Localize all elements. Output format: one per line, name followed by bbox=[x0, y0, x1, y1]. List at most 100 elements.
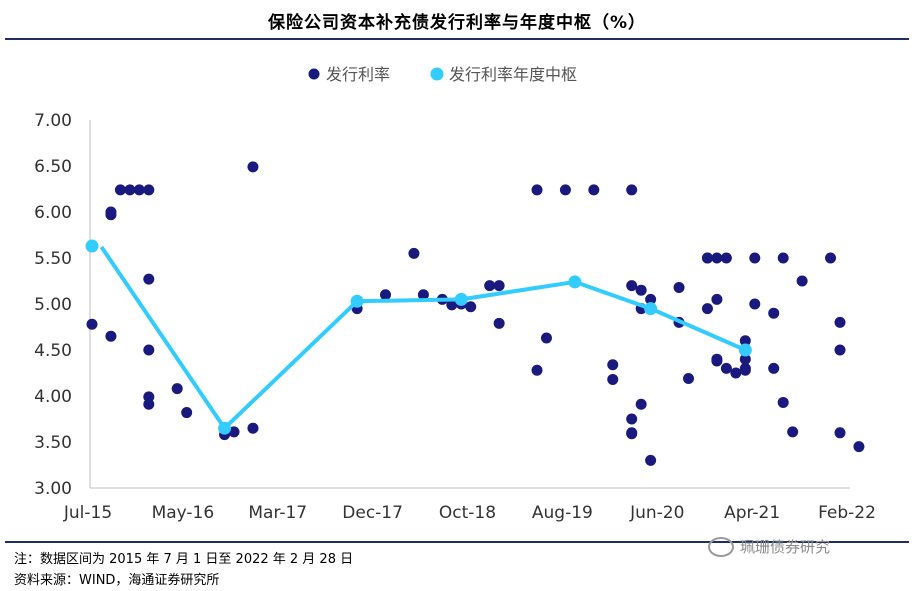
data-point bbox=[559, 184, 571, 196]
data-point bbox=[143, 344, 155, 356]
data-point bbox=[114, 184, 126, 196]
data-point bbox=[739, 353, 751, 365]
y-tick-label: 7.00 bbox=[34, 111, 72, 131]
y-tick-label: 5.50 bbox=[34, 249, 72, 269]
x-tick-label: Oct-18 bbox=[439, 503, 496, 523]
data-point bbox=[531, 184, 543, 196]
data-point bbox=[465, 301, 477, 313]
legend-label-median: 发行利率年度中枢 bbox=[449, 65, 577, 84]
data-point bbox=[720, 252, 732, 264]
data-point bbox=[588, 184, 600, 196]
bottom-rule bbox=[5, 541, 909, 543]
x-tick-label: Jul-15 bbox=[63, 503, 112, 523]
data-point bbox=[701, 252, 713, 264]
data-point bbox=[626, 413, 638, 425]
data-point bbox=[645, 454, 657, 466]
data-point bbox=[720, 362, 732, 374]
data-point bbox=[493, 317, 505, 329]
data-point bbox=[739, 335, 751, 347]
data-point bbox=[645, 293, 657, 305]
x-axis-ticks: Jul-15 May-16 Mar-17 Dec-17 Oct-18 Aug-19 Jun-… bbox=[63, 503, 876, 523]
median-line bbox=[99, 245, 747, 431]
data-point bbox=[105, 209, 117, 221]
x-tick-label: Apr-21 bbox=[724, 503, 780, 523]
data-point bbox=[607, 373, 619, 385]
legend: 发行利率 发行利率年度中枢 bbox=[308, 65, 577, 84]
x-tick-label: Mar-17 bbox=[248, 503, 307, 523]
data-point bbox=[626, 280, 638, 292]
data-point bbox=[86, 318, 98, 330]
data-point bbox=[834, 316, 846, 328]
data-point bbox=[777, 252, 789, 264]
median-point bbox=[454, 292, 468, 306]
data-point bbox=[749, 252, 761, 264]
data-point bbox=[540, 332, 552, 344]
data-point bbox=[124, 184, 136, 196]
data-point bbox=[247, 422, 259, 434]
median-point bbox=[85, 239, 99, 253]
data-point bbox=[635, 284, 647, 296]
data-point bbox=[749, 298, 761, 310]
median-point bbox=[218, 421, 232, 435]
data-point bbox=[853, 441, 865, 453]
median-point bbox=[568, 275, 582, 289]
data-point bbox=[683, 373, 695, 385]
data-point bbox=[626, 428, 638, 440]
data-point bbox=[143, 398, 155, 410]
data-point bbox=[133, 184, 145, 196]
wechat-icon bbox=[708, 536, 734, 557]
data-point bbox=[701, 303, 713, 315]
data-point bbox=[247, 161, 259, 173]
median-point bbox=[644, 302, 658, 316]
data-point bbox=[673, 281, 685, 293]
y-tick-label: 4.50 bbox=[34, 341, 72, 361]
y-tick-label: 3.50 bbox=[34, 433, 72, 453]
data-range-note: 注：数据区间为 2015 年 7 月 1 日至 2022 年 2 月 28 日 bbox=[14, 552, 354, 567]
data-point bbox=[730, 367, 742, 379]
data-point bbox=[768, 307, 780, 319]
x-tick-label: Dec-17 bbox=[342, 503, 403, 523]
median-series bbox=[85, 239, 752, 435]
data-point bbox=[626, 184, 638, 196]
data-point bbox=[711, 355, 723, 367]
y-axis-ticks: 3.00 3.50 4.00 4.50 5.00 5.50 6.00 6.50 7.00 bbox=[34, 111, 72, 499]
legend-marker-issuance bbox=[308, 68, 320, 80]
median-point bbox=[738, 343, 752, 357]
top-rule bbox=[5, 38, 909, 40]
y-tick-label: 6.00 bbox=[34, 203, 72, 223]
y-tick-label: 3.00 bbox=[34, 479, 72, 499]
scatter-points bbox=[86, 161, 865, 466]
legend-marker-median bbox=[430, 67, 444, 81]
data-point bbox=[380, 289, 392, 301]
x-tick-label: Aug-19 bbox=[532, 503, 593, 523]
data-point bbox=[408, 247, 420, 259]
y-tick-label: 5.00 bbox=[34, 295, 72, 315]
data-point bbox=[446, 299, 458, 311]
data-point bbox=[143, 273, 155, 285]
data-point bbox=[228, 426, 240, 438]
legend-label-issuance: 发行利率 bbox=[326, 65, 390, 84]
data-point bbox=[834, 427, 846, 439]
source-note: 资料来源：WIND，海通证券研究所 bbox=[14, 573, 220, 588]
data-point bbox=[484, 280, 496, 292]
data-point bbox=[796, 275, 808, 287]
data-point bbox=[825, 252, 837, 264]
data-point bbox=[105, 330, 117, 342]
watermark: 珮珊债券研究 bbox=[708, 536, 830, 557]
data-point bbox=[417, 289, 429, 301]
data-point bbox=[711, 293, 723, 305]
data-point bbox=[711, 252, 723, 264]
data-point bbox=[834, 344, 846, 356]
data-point bbox=[787, 426, 799, 438]
data-point bbox=[777, 396, 789, 408]
x-tick-label: Feb-22 bbox=[818, 503, 876, 523]
x-tick-label: May-16 bbox=[152, 503, 215, 523]
data-point bbox=[739, 364, 751, 376]
chart-title: 保险公司资本补充债发行利率与年度中枢（%） bbox=[267, 13, 647, 33]
y-tick-label: 6.50 bbox=[34, 157, 72, 177]
data-point bbox=[143, 184, 155, 196]
x-tick-label: Jun-20 bbox=[629, 503, 684, 523]
data-point bbox=[181, 407, 193, 419]
watermark-text: 珮珊债券研究 bbox=[740, 538, 831, 556]
